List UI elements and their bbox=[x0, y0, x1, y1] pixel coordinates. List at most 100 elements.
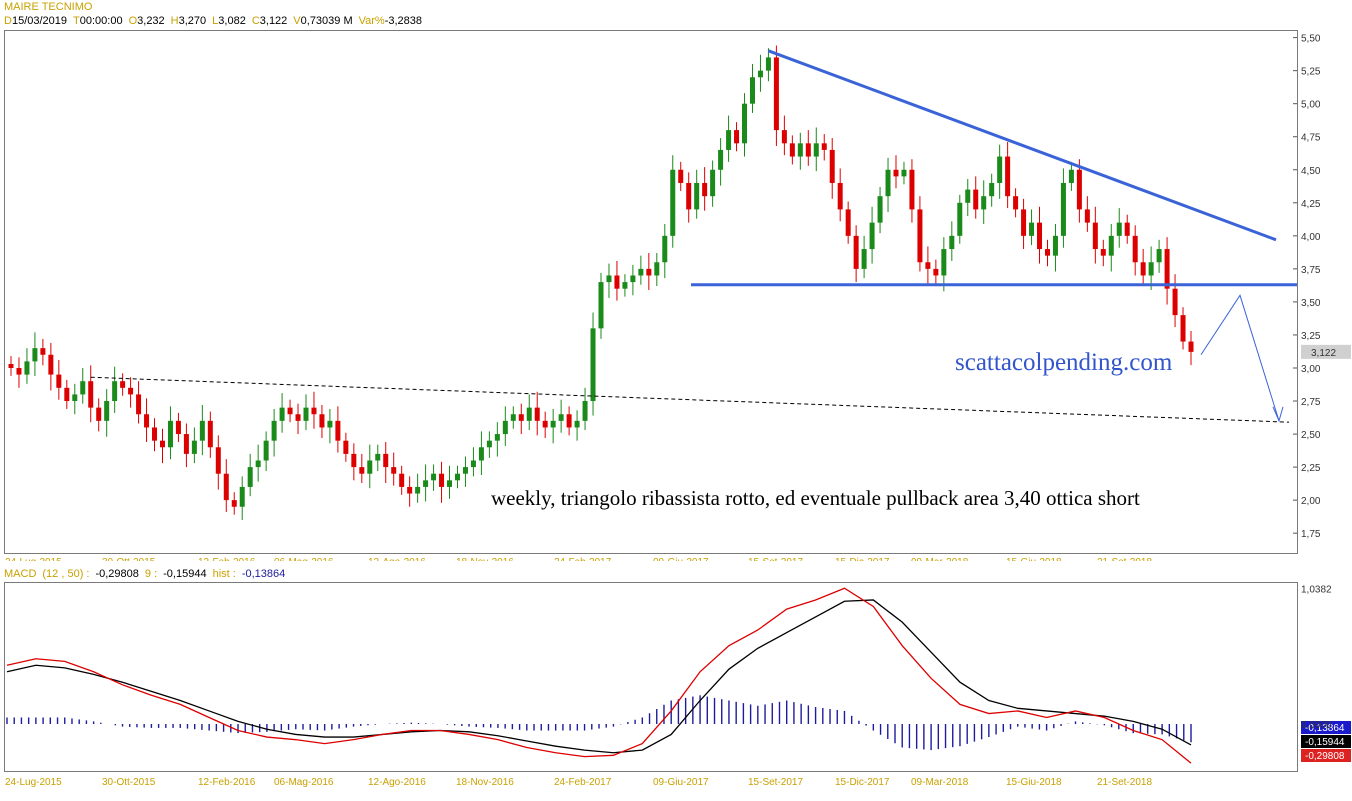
candle bbox=[136, 381, 142, 424]
candle bbox=[1124, 214, 1130, 244]
y-tick-label: 3,00 bbox=[1301, 364, 1321, 375]
candle bbox=[702, 167, 708, 211]
candle-body bbox=[1084, 209, 1090, 223]
candle bbox=[757, 54, 763, 92]
candle bbox=[965, 179, 971, 217]
candle-body bbox=[40, 348, 46, 355]
y-tick-label: 4,25 bbox=[1301, 199, 1321, 210]
candle bbox=[375, 444, 381, 472]
candle-body bbox=[909, 169, 915, 210]
candle-body bbox=[152, 427, 158, 441]
candle-body bbox=[207, 420, 213, 448]
candle-body bbox=[255, 460, 261, 468]
candle bbox=[311, 391, 317, 429]
ohlc-readout: D15/03/2019 T00:00:00 O3,232 H3,270 L3,082 C3… bbox=[4, 15, 428, 27]
macd-chart-panel[interactable]: 1,03820,0000-0,13864-0,15944-0,298080,00… bbox=[4, 582, 1351, 788]
y-tick-label: 1,75 bbox=[1301, 529, 1321, 540]
candle bbox=[805, 130, 811, 166]
candle bbox=[821, 134, 827, 161]
candle-body bbox=[718, 149, 724, 170]
candle-body bbox=[1037, 222, 1043, 250]
candle-body bbox=[670, 169, 676, 236]
candle-body bbox=[1108, 235, 1114, 256]
candle bbox=[104, 389, 110, 437]
candle-body bbox=[1116, 222, 1122, 236]
candle bbox=[654, 253, 660, 287]
readout-value-7: -3,2838 bbox=[384, 15, 423, 27]
candle bbox=[263, 431, 269, 472]
candle-body bbox=[303, 407, 309, 421]
candle bbox=[383, 441, 389, 483]
candle bbox=[678, 161, 684, 191]
candle-body bbox=[415, 486, 421, 494]
candle-body bbox=[662, 235, 668, 263]
candle bbox=[191, 427, 197, 464]
candle bbox=[367, 444, 373, 489]
candle-body bbox=[590, 328, 596, 402]
macd-hist: -0,13864 bbox=[241, 568, 286, 580]
macd-x-tick-label: 15-Set-2017 bbox=[748, 777, 803, 788]
candle-body bbox=[1044, 249, 1050, 256]
candle-body bbox=[981, 196, 987, 210]
candle-body bbox=[439, 473, 445, 487]
candle bbox=[462, 456, 468, 487]
readout-value-3: 3,270 bbox=[178, 15, 207, 27]
y-tick-label: 2,50 bbox=[1301, 430, 1321, 441]
candle-body bbox=[957, 202, 963, 236]
y-tick-label: 3,50 bbox=[1301, 298, 1321, 309]
candle-body bbox=[1172, 288, 1178, 316]
candle-body bbox=[502, 420, 508, 435]
candle bbox=[598, 272, 604, 339]
candle bbox=[1068, 161, 1074, 191]
macd-line bbox=[6, 587, 1192, 764]
candle bbox=[128, 377, 134, 408]
y-tick-label: 5,50 bbox=[1301, 34, 1321, 45]
macd-signal: -0,15944 bbox=[163, 568, 207, 580]
candle bbox=[989, 173, 995, 207]
y-tick-label: 4,00 bbox=[1301, 232, 1321, 243]
candle-body bbox=[407, 486, 413, 494]
candle bbox=[351, 443, 357, 481]
candle-body bbox=[973, 189, 979, 210]
candle bbox=[80, 367, 86, 404]
last-price-tag: 3,122 bbox=[1311, 348, 1336, 359]
candle-body bbox=[1140, 262, 1146, 276]
candle-body bbox=[343, 440, 349, 454]
candle bbox=[343, 432, 349, 462]
candle-body bbox=[949, 235, 955, 250]
candle bbox=[877, 186, 883, 234]
candle-body bbox=[351, 453, 357, 468]
candle-body bbox=[789, 143, 795, 157]
candle-body bbox=[478, 447, 484, 461]
candle-body bbox=[1188, 341, 1194, 352]
candle bbox=[64, 379, 70, 409]
candle bbox=[8, 356, 14, 376]
macd-x-tick-label: 30-Ott-2015 bbox=[102, 777, 156, 788]
candle-body bbox=[734, 130, 740, 144]
projection-arrowhead bbox=[1272, 406, 1284, 423]
candle-body bbox=[566, 414, 572, 428]
macd-chart: 1,03820,0000-0,13864-0,15944-0,298080,00… bbox=[5, 584, 1351, 788]
candle bbox=[734, 122, 740, 152]
candle bbox=[973, 176, 979, 219]
candle-body bbox=[271, 420, 277, 441]
candle bbox=[207, 411, 213, 458]
candle-body bbox=[215, 447, 221, 474]
last-price-tag-bg bbox=[1301, 344, 1351, 359]
candle bbox=[797, 132, 803, 170]
x-tick-label: 09-Giu-2017 bbox=[653, 557, 709, 561]
candle-body bbox=[335, 420, 341, 441]
candle-body bbox=[638, 268, 644, 276]
candle-body bbox=[933, 268, 939, 276]
y-tick-label: 3,75 bbox=[1301, 265, 1321, 276]
candle bbox=[590, 312, 596, 416]
projection-arrow bbox=[1200, 294, 1280, 421]
price-chart-panel[interactable]: 5,50 5,25 5,00 4,75 4,50 4,25 4,00 3,75 3,50 3,25… bbox=[4, 30, 1351, 561]
candle-body bbox=[327, 420, 333, 428]
candle-body bbox=[917, 209, 923, 263]
candle-body bbox=[1005, 156, 1011, 197]
candle-body bbox=[1124, 222, 1130, 236]
candle bbox=[726, 115, 732, 162]
candle-body bbox=[399, 473, 405, 487]
candle bbox=[718, 138, 724, 186]
